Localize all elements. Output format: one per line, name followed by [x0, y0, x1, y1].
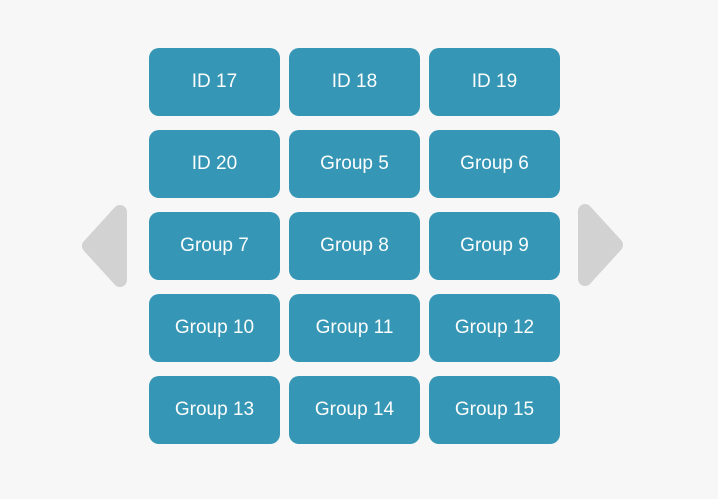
prev-button[interactable] [78, 201, 128, 291]
next-button[interactable] [577, 200, 627, 290]
group-button-group-11[interactable]: Group 11 [289, 294, 420, 362]
group-button-group-6[interactable]: Group 6 [429, 130, 560, 198]
group-button-group-5[interactable]: Group 5 [289, 130, 420, 198]
left-triangle-arrow-icon [82, 205, 127, 287]
group-button-group-9[interactable]: Group 9 [429, 212, 560, 280]
group-button-group-14[interactable]: Group 14 [289, 376, 420, 444]
group-button-group-15[interactable]: Group 15 [429, 376, 560, 444]
right-triangle-arrow-icon [578, 204, 623, 286]
group-button-group-13[interactable]: Group 13 [149, 376, 280, 444]
group-button-group-10[interactable]: Group 10 [149, 294, 280, 362]
group-button-id-20[interactable]: ID 20 [149, 130, 280, 198]
group-button-group-8[interactable]: Group 8 [289, 212, 420, 280]
group-button-id-18[interactable]: ID 18 [289, 48, 420, 116]
group-button-id-17[interactable]: ID 17 [149, 48, 280, 116]
group-button-group-7[interactable]: Group 7 [149, 212, 280, 280]
group-grid: ID 17 ID 18 ID 19 ID 20 Group 5 Group 6 Group … [149, 48, 560, 444]
group-button-group-12[interactable]: Group 12 [429, 294, 560, 362]
group-button-id-19[interactable]: ID 19 [429, 48, 560, 116]
